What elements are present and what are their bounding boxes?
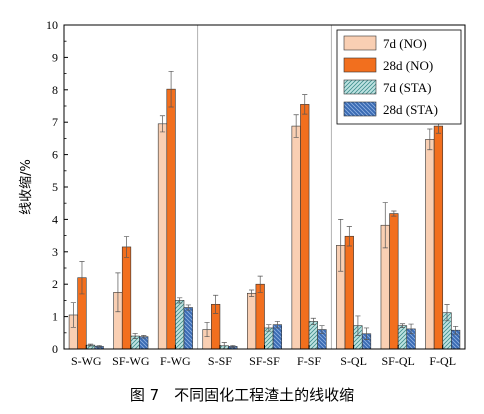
error-bar [338,219,344,272]
y-axis-label: 线收缩/% [18,159,34,215]
y-ticks: 0 1 2 3 4 5 6 7 8 9 10 [46,18,68,356]
bar [433,125,444,350]
bar [300,104,310,350]
y-tick-label: 10 [46,18,58,32]
error-bar [168,70,174,108]
error-bar [230,345,236,348]
error-bar [96,345,102,348]
y-tick-label: 3 [52,245,58,259]
error-bar [177,297,183,304]
error-bar [185,304,191,311]
bar [389,213,399,350]
error-bar [159,115,166,133]
bar [397,325,408,350]
bar [183,307,193,350]
y-tick-label: 5 [52,180,58,194]
x-tick-label: SF-WG [112,354,150,368]
error-bar [444,304,450,322]
error-bar [87,343,94,347]
x-tick-label: SF-QL [381,354,414,368]
legend-label: 7d (NO) [383,36,427,51]
bar [139,336,149,350]
figure-caption: 图 7 不同固化工程渣土的线收缩 [129,386,355,404]
error-bar [408,323,414,335]
error-bar [355,315,361,336]
error-bar [79,261,85,295]
error-bar [302,94,308,115]
legend-label: 28d (STA) [383,102,438,117]
x-tick-label: F-QL [429,354,456,368]
legend-swatch [343,35,377,51]
x-tick-labels: S-WG SF-WG F-WG S-SF SF-SF F-SF S-QL SF-QL F-QL [71,345,456,368]
legend-label: 28d (NO) [383,58,433,73]
x-tick-label: SF-SF [249,354,280,368]
bar [175,300,185,350]
y-tick-label: 4 [52,212,58,226]
x-tick-label: F-SF [297,354,321,368]
error-bar [274,321,280,329]
bars [68,88,461,350]
legend-swatch [343,101,377,117]
error-bar [213,294,219,314]
bar [425,139,435,350]
legend: 7d (NO) 28d (NO) 7d (STA) 28d (STA) [336,29,462,125]
x-tick-label: F-WG [160,354,191,368]
x-tick-label: S-SF [208,354,232,368]
error-bar [310,317,316,326]
bar [344,235,354,350]
error-bar [363,327,370,340]
bar [157,123,168,350]
x-tick-label: S-WG [71,354,102,368]
error-bar [115,272,121,313]
x-tick-label: S-QL [340,354,367,368]
error-bar [427,128,433,151]
legend-swatch [343,79,377,95]
bar [166,88,176,350]
bar [247,292,257,350]
error-bar [453,325,459,335]
error-bar [319,325,325,334]
group-separators [197,25,332,349]
error-bar [141,335,147,339]
error-bar [293,114,299,138]
bar [255,283,265,350]
y-tick-label: 8 [52,83,58,97]
error-bar [382,202,388,249]
error-bar [391,210,397,217]
error-bars [70,70,459,350]
error-bar [123,236,130,258]
error-bar [132,333,138,339]
y-tick-label: 1 [52,310,58,324]
y-tick-label: 2 [52,277,58,291]
legend-label: 7d (STA) [383,80,431,95]
y-tick-label: 7 [52,115,58,129]
bar [308,321,318,350]
error-bar [346,226,352,247]
y-tick-label: 6 [52,148,58,162]
bar [121,246,132,350]
y-tick-label: 0 [52,342,58,356]
error-bar [204,322,210,338]
error-bar [257,275,263,293]
error-bar [70,302,76,328]
error-bar [399,323,406,328]
legend-swatch [343,57,377,73]
y-tick-label: 9 [52,50,58,64]
bar [291,125,301,350]
bar [272,324,283,350]
error-bar [266,324,272,332]
error-bar [249,289,255,297]
